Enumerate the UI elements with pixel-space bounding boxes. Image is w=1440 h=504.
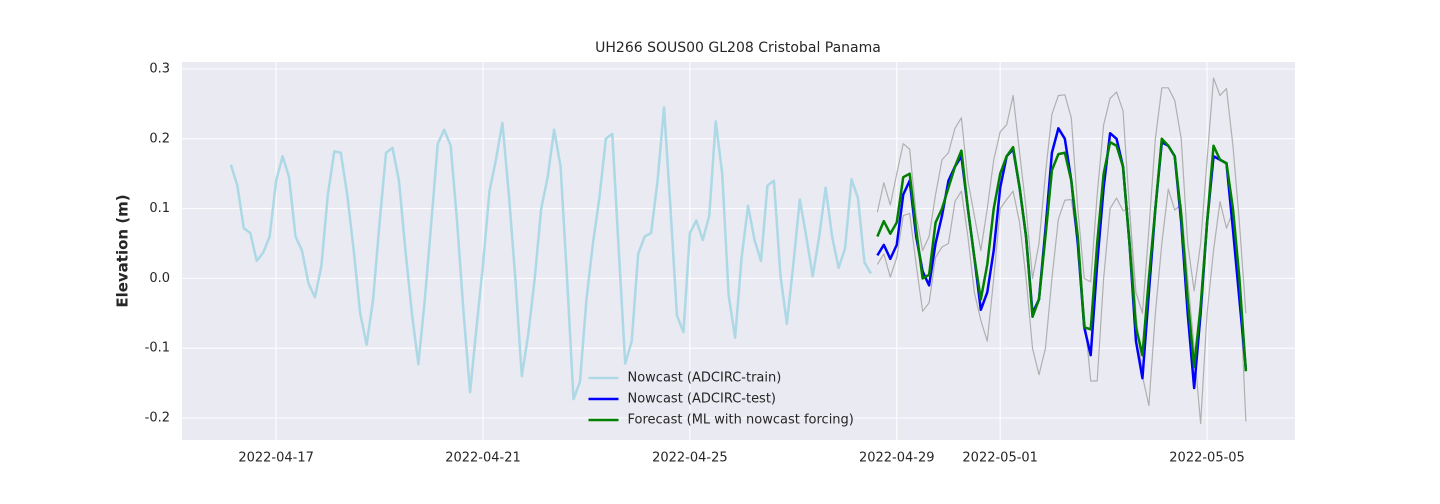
axes: -0.2 -0.1 0.0 0.1 0.2 0.3 2022-04-17 2022-04-21…: [145, 61, 1245, 465]
series-line: [229, 106, 872, 401]
x-tick-label: 2022-05-05: [1169, 451, 1245, 466]
x-tick-label: 2022-04-29: [859, 451, 935, 466]
y-tick-label: -0.1: [145, 341, 170, 356]
grid: [182, 62, 1295, 440]
lines: [229, 77, 1248, 425]
series-line: [876, 77, 1247, 314]
x-tick-label: 2022-04-25: [652, 451, 728, 466]
chart-title: UH266 SOUS00 GL208 Cristobal Panama: [595, 40, 881, 56]
legend-label: Forecast (ML with nowcast forcing): [628, 413, 854, 428]
x-tick-label: 2022-04-21: [445, 451, 521, 466]
y-tick-label: 0.3: [149, 61, 170, 76]
y-tick-label: 0.1: [149, 201, 170, 216]
plot-area: [182, 62, 1295, 440]
legend-label: Nowcast (ADCIRC-test): [628, 392, 777, 407]
x-tick-label: 2022-05-01: [962, 451, 1038, 466]
x-tick-label: 2022-04-17: [238, 451, 314, 466]
legend-label: Nowcast (ADCIRC-train): [628, 371, 782, 386]
y-tick-label: 0.2: [149, 131, 170, 146]
y-tick-label: -0.2: [145, 411, 170, 426]
y-axis-label: Elevation (m): [114, 194, 132, 307]
series-line: [876, 137, 1248, 372]
legend: Nowcast (ADCIRC-train) Nowcast (ADCIRC-te…: [588, 371, 854, 428]
y-tick-label: 0.0: [149, 271, 170, 286]
